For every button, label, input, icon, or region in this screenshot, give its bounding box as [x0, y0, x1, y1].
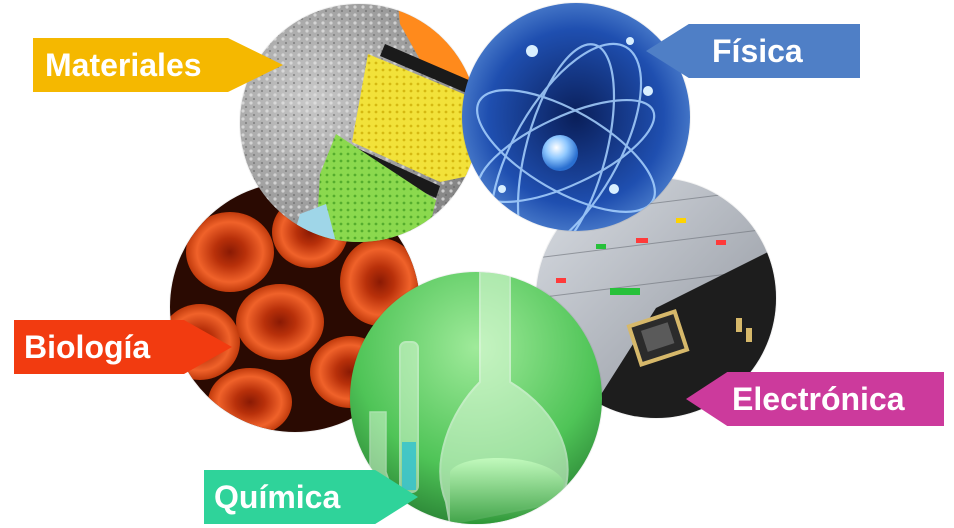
electronica-label: Electrónica — [686, 372, 944, 426]
fisica-label-text: Física — [712, 33, 803, 69]
biologia-label: Biología — [14, 320, 232, 374]
quimica-flasks-image — [350, 272, 602, 524]
materiales-label-text: Materiales — [45, 47, 202, 83]
biologia-label-text: Biología — [24, 329, 151, 365]
quimica-label-text: Química — [214, 479, 341, 515]
materiales-image — [240, 4, 478, 242]
fisica-atom-image — [462, 3, 690, 231]
quimica-label: Química — [204, 470, 418, 524]
electronica-label-text: Electrónica — [732, 381, 905, 417]
fisica-label: Física — [646, 24, 860, 78]
materiales-label: Materiales — [33, 38, 283, 92]
